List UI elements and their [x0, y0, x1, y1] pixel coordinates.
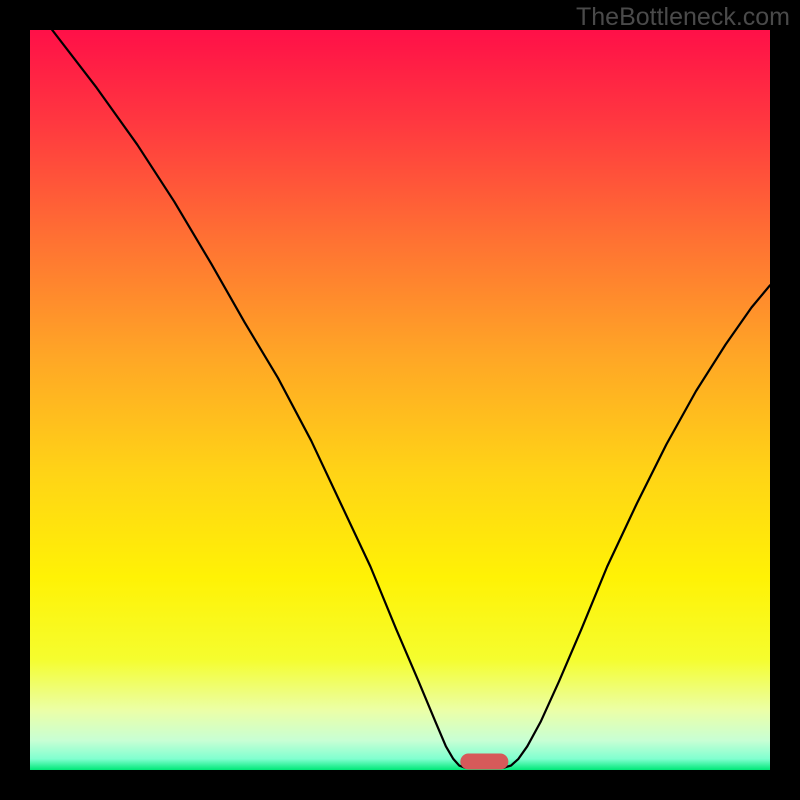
chart-root: { "canvas": { "width": 800, "height": 80… — [0, 0, 800, 800]
attribution-text: TheBottleneck.com — [576, 3, 790, 32]
chart-border — [0, 0, 800, 800]
